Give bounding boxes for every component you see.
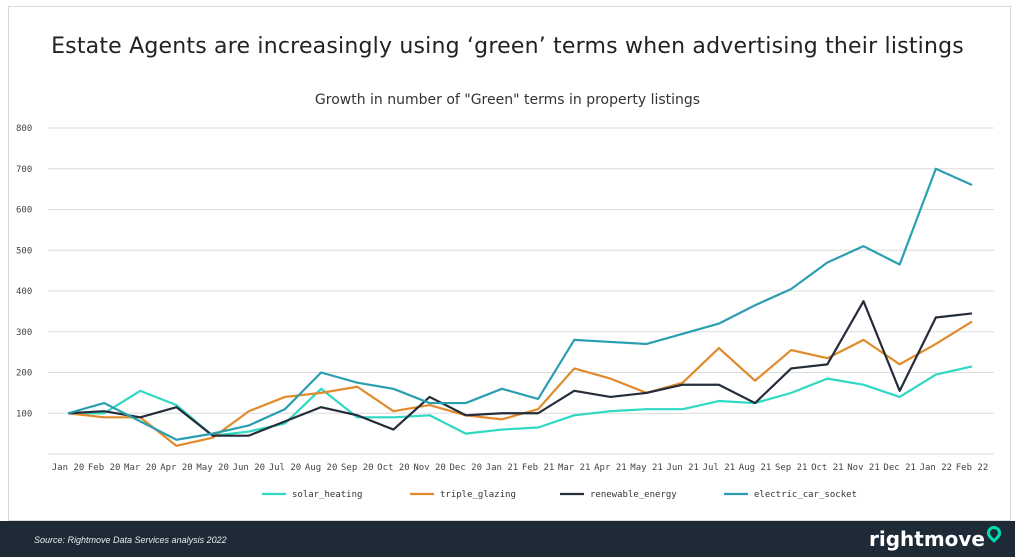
x-tick-label: Jan 22 — [920, 463, 953, 473]
footer-bar: Source: Rightmove Data Services analysis… — [0, 521, 1015, 557]
x-tick-label: Mar 21 — [558, 463, 591, 473]
x-tick-label: Feb 22 — [956, 463, 989, 473]
y-tick-label: 700 — [16, 165, 32, 175]
x-tick-label: Sep 20 — [341, 463, 374, 473]
legend-label: triple_glazing — [440, 490, 516, 500]
x-tick-label: Nov 20 — [413, 463, 446, 473]
x-tick-label: Aug 21 — [739, 463, 772, 473]
chart-title: Growth in number of "Green" terms in pro… — [314, 92, 701, 108]
x-tick-label: Mar 20 — [124, 463, 157, 473]
x-tick-label: Feb 20 — [88, 463, 121, 473]
y-axis-ticks: 100 200 300 400 500 600 700 800 — [16, 124, 32, 419]
y-tick-label: 600 — [16, 206, 32, 216]
legend-label: electric_car_socket — [754, 490, 857, 500]
x-tick-label: Dec 20 — [450, 463, 483, 473]
legend-label: renewable_energy — [590, 490, 677, 500]
x-tick-label: Jan 21 — [486, 463, 519, 473]
y-tick-label: 800 — [16, 124, 32, 134]
x-axis-ticks: Jan 20 Feb 20 Mar 20 Apr 20 May 20 Jun 20 Jul … — [52, 463, 989, 473]
gridlines — [48, 127, 994, 455]
y-tick-label: 200 — [16, 369, 32, 379]
brand-mark-icon — [984, 523, 1004, 543]
x-tick-label: Jul 20 — [269, 463, 302, 473]
x-tick-label: May 20 — [196, 463, 229, 473]
x-tick-label: Sep 21 — [775, 463, 808, 473]
x-tick-label: Dec 21 — [883, 463, 916, 473]
x-tick-label: Feb 21 — [522, 463, 555, 473]
x-tick-label: Oct 20 — [377, 463, 410, 473]
brand-logo: rightmove — [868, 527, 985, 551]
series-line-renewable-energy — [67, 300, 973, 437]
x-tick-label: Apr 21 — [594, 463, 627, 473]
series-line-solar-heating — [68, 365, 973, 437]
legend-label: solar_heating — [292, 490, 362, 500]
x-tick-label: May 21 — [630, 463, 663, 473]
y-tick-label: 100 — [16, 409, 32, 419]
chart-frame — [8, 6, 1011, 521]
x-tick-label: Jan 20 — [52, 463, 85, 473]
x-tick-label: Apr 20 — [160, 463, 193, 473]
series-line-electric-car-socket — [67, 167, 973, 441]
series-lines — [67, 167, 973, 447]
x-tick-label: Jun 21 — [666, 463, 699, 473]
page-headline: Estate Agents are increasingly using ‘gr… — [51, 34, 964, 59]
y-tick-label: 400 — [16, 287, 32, 297]
legend: solar_heating triple_glazing renewable_ene… — [262, 490, 857, 500]
x-tick-label: Jul 21 — [703, 463, 736, 473]
y-tick-label: 500 — [16, 246, 32, 256]
x-tick-label: Oct 21 — [811, 463, 844, 473]
x-tick-label: Nov 21 — [847, 463, 880, 473]
x-tick-label: Aug 20 — [305, 463, 338, 473]
source-note: Source: Rightmove Data Services analysis… — [34, 535, 227, 545]
x-tick-label: Jun 20 — [233, 463, 266, 473]
y-tick-label: 300 — [16, 328, 32, 338]
